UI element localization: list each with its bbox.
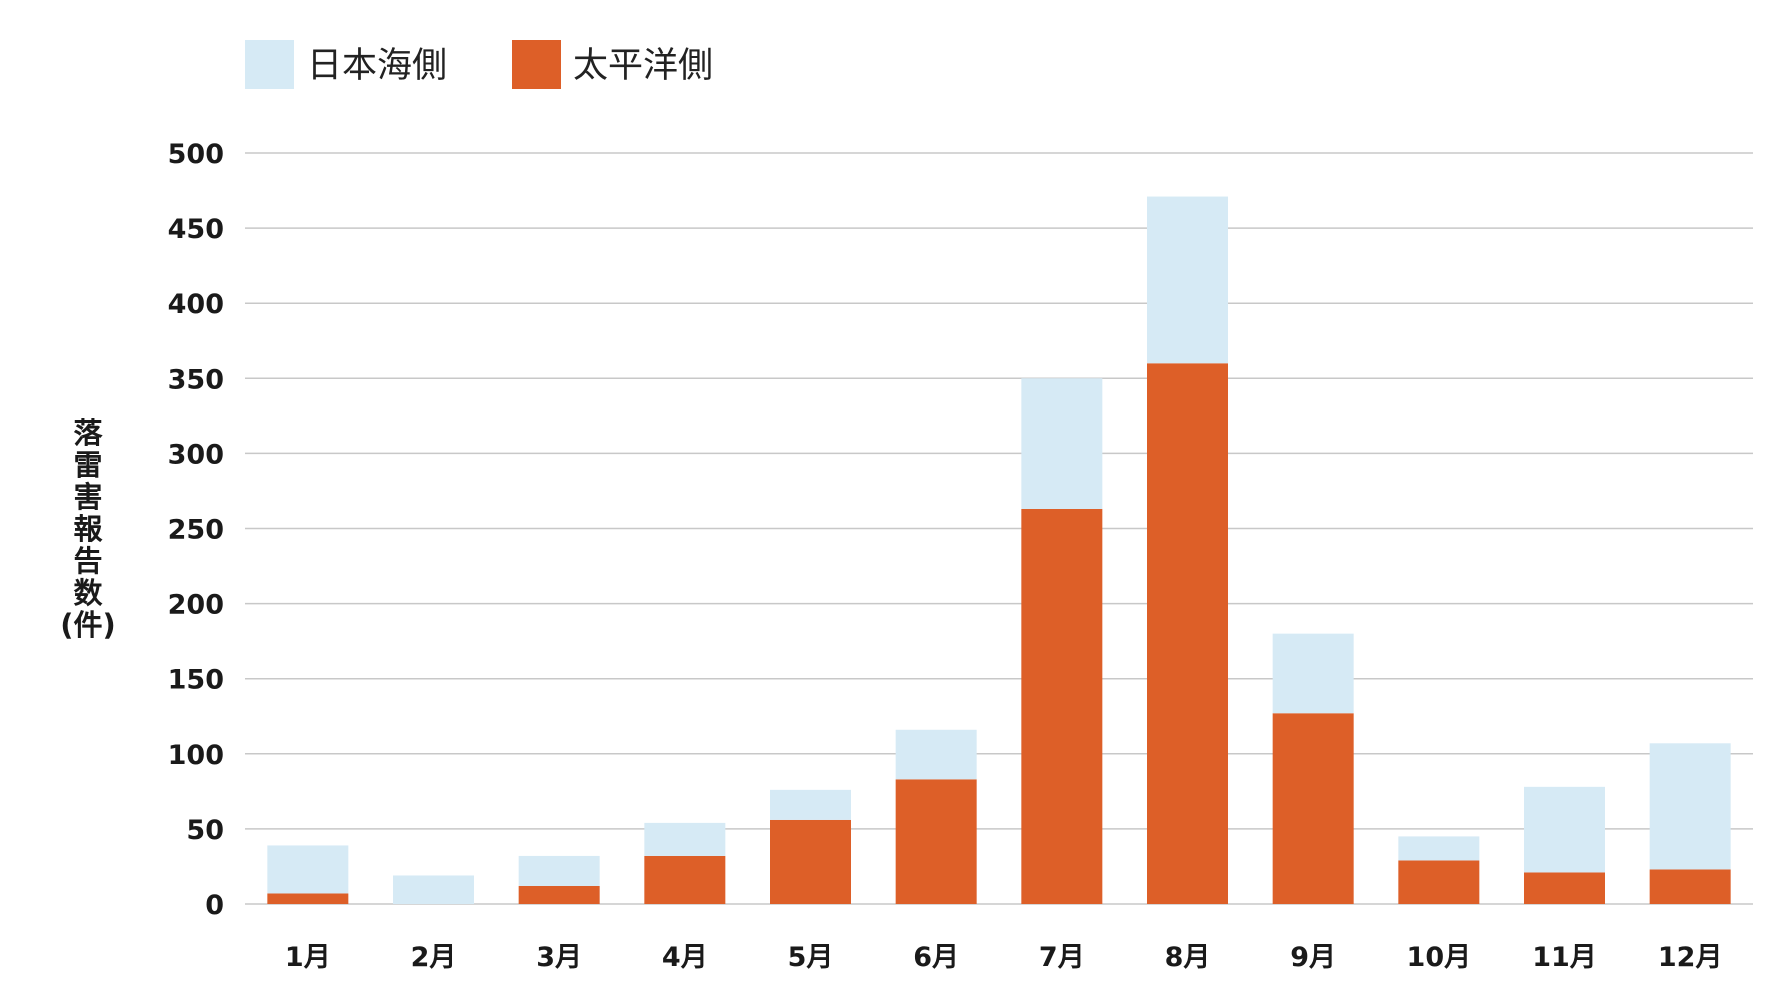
y-axis-title-unit: (件) xyxy=(60,608,116,642)
bar-japan-sea-7 xyxy=(1021,378,1103,509)
y-axis-title-char: 落 xyxy=(73,416,103,450)
bars xyxy=(267,196,1731,904)
x-tick-label: 10月 xyxy=(1407,942,1472,973)
bar-pacific-9 xyxy=(1272,713,1354,904)
x-tick-label: 9月 xyxy=(1290,942,1336,973)
bar-japan-sea-4 xyxy=(644,822,726,856)
y-tick-label: 500 xyxy=(168,139,224,170)
y-tick-label: 400 xyxy=(168,289,224,320)
y-axis-title-char: 報 xyxy=(73,512,103,546)
x-axis-ticks: 1月 2月 3月 4月 5月 6月 7月 8月 9月 10月 11月 12月 xyxy=(285,942,1723,973)
bar-japan-sea-9 xyxy=(1272,633,1354,714)
x-tick-label: 2月 xyxy=(411,942,457,973)
y-axis-ticks: 0 50 100 150 200 250 300 350 400 450 500 xyxy=(168,139,224,921)
x-tick-label: 3月 xyxy=(536,942,582,973)
bar-pacific-1 xyxy=(267,893,349,904)
y-tick-label: 50 xyxy=(186,815,224,846)
y-axis-title-char: 雷 xyxy=(73,448,102,482)
x-tick-label: 5月 xyxy=(788,942,834,973)
legend-label-japan-sea: 日本海側 xyxy=(307,46,447,86)
bar-japan-sea-10 xyxy=(1398,836,1480,861)
bar-pacific-8 xyxy=(1147,363,1228,904)
legend-swatch-pacific xyxy=(512,40,561,89)
legend-label-pacific: 太平洋側 xyxy=(573,46,713,86)
legend: 日本海側 太平洋側 xyxy=(245,40,713,89)
bar-japan-sea-6 xyxy=(895,729,977,780)
y-tick-label: 350 xyxy=(168,364,224,395)
y-tick-label: 100 xyxy=(168,740,224,771)
y-axis-title-char: 数 xyxy=(73,576,103,610)
x-tick-label: 6月 xyxy=(913,942,959,973)
bar-pacific-4 xyxy=(644,855,726,904)
y-tick-label: 450 xyxy=(168,214,224,245)
x-tick-label: 1月 xyxy=(285,942,331,973)
bar-japan-sea-11 xyxy=(1524,786,1605,873)
gridlines xyxy=(245,152,1753,905)
y-tick-label: 150 xyxy=(168,665,224,696)
bar-japan-sea-3 xyxy=(518,855,600,886)
y-tick-label: 200 xyxy=(168,590,224,621)
bar-pacific-10 xyxy=(1398,860,1480,904)
x-tick-label: 7月 xyxy=(1039,942,1085,973)
y-tick-label: 300 xyxy=(168,439,224,470)
bar-pacific-6 xyxy=(895,779,977,904)
legend-swatch-japan-sea xyxy=(245,40,294,89)
bar-pacific-12 xyxy=(1649,869,1731,904)
bar-japan-sea-2 xyxy=(393,875,474,904)
x-tick-label: 12月 xyxy=(1658,942,1723,973)
bar-pacific-11 xyxy=(1524,872,1605,904)
x-tick-label: 8月 xyxy=(1165,942,1211,973)
y-axis-title-char: 告 xyxy=(73,544,102,578)
y-axis-title-char: 害 xyxy=(73,480,102,514)
bar-japan-sea-1 xyxy=(267,845,349,894)
bar-pacific-3 xyxy=(518,885,600,904)
x-tick-label: 11月 xyxy=(1532,942,1597,973)
x-tick-label: 4月 xyxy=(662,942,708,973)
bar-pacific-7 xyxy=(1021,508,1103,904)
bar-japan-sea-12 xyxy=(1649,743,1731,870)
bar-japan-sea-5 xyxy=(770,789,851,820)
bar-japan-sea-8 xyxy=(1147,196,1228,364)
y-tick-label: 250 xyxy=(168,515,224,546)
y-tick-label: 0 xyxy=(205,890,224,921)
bar-pacific-5 xyxy=(770,819,851,904)
